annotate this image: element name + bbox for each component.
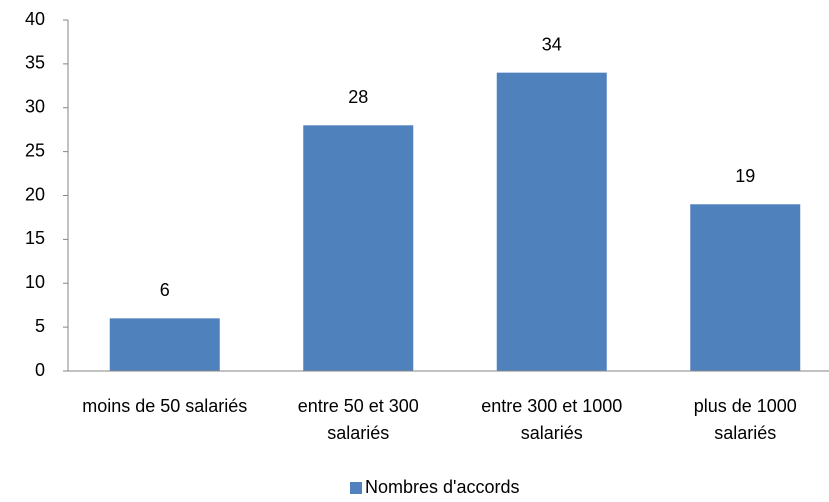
y-tick-label: 10 bbox=[25, 272, 45, 292]
value-label: 28 bbox=[348, 87, 368, 107]
x-tick-label: entre 300 et 1000 salariés bbox=[481, 396, 623, 443]
value-label: 19 bbox=[735, 166, 755, 186]
y-tick-label: 20 bbox=[25, 184, 45, 204]
bar bbox=[690, 204, 801, 371]
y-tick-label: 30 bbox=[25, 97, 45, 117]
y-tick-label: 5 bbox=[35, 316, 45, 336]
y-tick-label: 0 bbox=[35, 360, 45, 380]
x-tick-label: entre 50 et 300 salariés bbox=[297, 396, 419, 443]
y-tick-label: 35 bbox=[25, 53, 45, 73]
legend-swatch bbox=[350, 482, 362, 494]
y-tick-label: 15 bbox=[25, 228, 45, 248]
bar bbox=[496, 72, 607, 372]
x-tick-label: moins de 50 salariés bbox=[82, 396, 248, 416]
bar bbox=[109, 318, 220, 371]
legend-label: Nombres d'accords bbox=[365, 477, 520, 497]
value-label: 34 bbox=[542, 34, 562, 54]
y-tick-label: 40 bbox=[25, 9, 45, 29]
x-tick-label: plus de 1000 salariés bbox=[693, 396, 797, 443]
y-tick-label: 25 bbox=[25, 140, 45, 160]
value-label: 6 bbox=[160, 280, 170, 300]
bar bbox=[303, 125, 414, 371]
